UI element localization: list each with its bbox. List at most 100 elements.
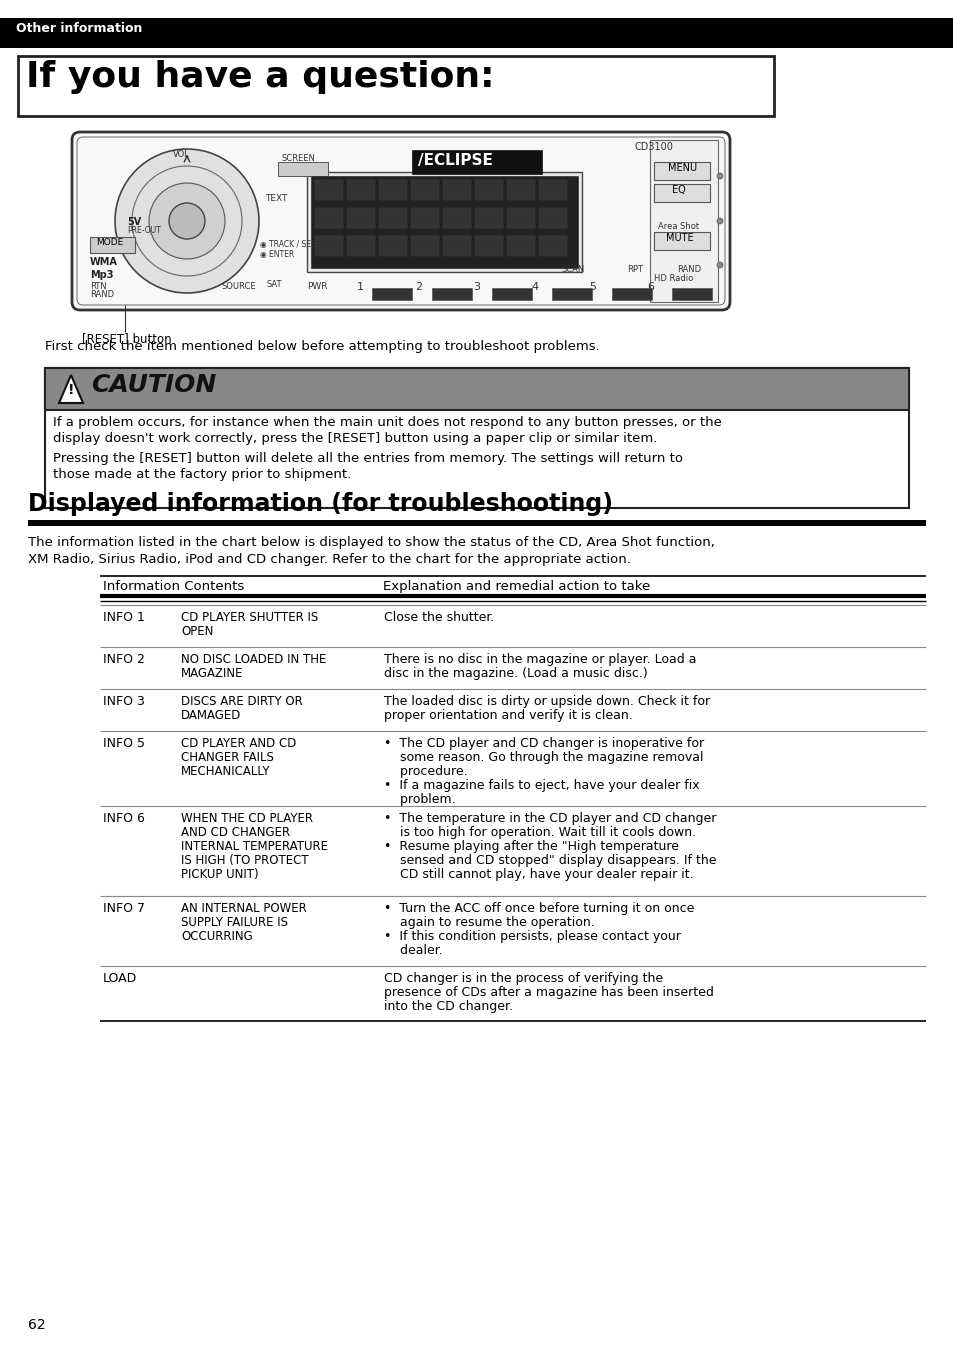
Text: INFO 5: INFO 5 — [103, 737, 145, 750]
Bar — [45, 368, 908, 508]
Bar — [475, 208, 502, 228]
Bar — [347, 237, 375, 256]
Text: INFO 7: INFO 7 — [103, 902, 145, 915]
Text: !: ! — [68, 383, 74, 397]
Bar — [649, 141, 718, 301]
Bar — [378, 180, 407, 200]
Text: If a problem occurs, for instance when the main unit does not respond to any but: If a problem occurs, for instance when t… — [53, 416, 721, 429]
Text: RAND: RAND — [677, 265, 700, 274]
Text: SAT: SAT — [267, 280, 282, 289]
Text: First check the item mentioned below before attempting to troubleshoot problems.: First check the item mentioned below bef… — [45, 339, 599, 353]
Text: sensed and CD stopped" display disappears. If the: sensed and CD stopped" display disappear… — [384, 854, 716, 867]
Text: INTERNAL TEMPERATURE: INTERNAL TEMPERATURE — [181, 840, 328, 853]
Text: OPEN: OPEN — [181, 625, 213, 638]
Text: again to resume the operation.: again to resume the operation. — [384, 917, 594, 929]
Text: SCREEN: SCREEN — [282, 154, 315, 164]
Text: Close the shutter.: Close the shutter. — [384, 611, 494, 625]
Text: CD still cannot play, have your dealer repair it.: CD still cannot play, have your dealer r… — [384, 868, 693, 882]
Text: dealer.: dealer. — [384, 944, 442, 957]
Circle shape — [717, 173, 722, 178]
Text: DISCS ARE DIRTY OR: DISCS ARE DIRTY OR — [181, 695, 302, 708]
Bar — [378, 237, 407, 256]
Bar — [492, 288, 532, 300]
Text: Explanation and remedial action to take: Explanation and remedial action to take — [382, 580, 650, 594]
Text: Other information: Other information — [16, 22, 142, 35]
Bar — [347, 180, 375, 200]
Text: Displayed information (for troubleshooting): Displayed information (for troubleshooti… — [28, 492, 613, 516]
Bar — [506, 237, 535, 256]
Text: SOURCE: SOURCE — [222, 283, 256, 291]
Text: presence of CDs after a magazine has been inserted: presence of CDs after a magazine has bee… — [384, 986, 713, 999]
Text: MENU: MENU — [667, 164, 697, 173]
Bar — [314, 180, 343, 200]
Text: INFO 2: INFO 2 — [103, 653, 145, 667]
Text: DAMAGED: DAMAGED — [181, 708, 241, 722]
Text: proper orientation and verify it is clean.: proper orientation and verify it is clea… — [384, 708, 632, 722]
Bar — [90, 237, 135, 253]
Circle shape — [717, 262, 722, 268]
Text: RPT: RPT — [626, 265, 642, 274]
Text: CD3100: CD3100 — [635, 142, 673, 151]
Text: those made at the factory prior to shipment.: those made at the factory prior to shipm… — [53, 468, 351, 481]
Bar — [506, 180, 535, 200]
Bar — [654, 184, 709, 201]
Bar — [347, 208, 375, 228]
Text: •  If a magazine fails to eject, have your dealer fix: • If a magazine fails to eject, have you… — [384, 779, 699, 792]
Bar — [432, 288, 472, 300]
Text: The loaded disc is dirty or upside down. Check it for: The loaded disc is dirty or upside down.… — [384, 695, 709, 708]
Bar — [538, 208, 566, 228]
Bar — [378, 208, 407, 228]
Polygon shape — [59, 375, 83, 403]
Text: [RESET] button: [RESET] button — [82, 333, 172, 345]
Text: 3: 3 — [473, 283, 479, 292]
Text: 5V: 5V — [127, 218, 141, 227]
Text: OCCURRING: OCCURRING — [181, 930, 253, 942]
Text: •  If this condition persists, please contact your: • If this condition persists, please con… — [384, 930, 680, 942]
Text: Information Contents: Information Contents — [103, 580, 244, 594]
Text: INFO 1: INFO 1 — [103, 611, 145, 625]
Bar — [314, 208, 343, 228]
Text: Mp3: Mp3 — [90, 270, 113, 280]
Text: some reason. Go through the magazine removal: some reason. Go through the magazine rem… — [384, 750, 702, 764]
Text: There is no disc in the magazine or player. Load a: There is no disc in the magazine or play… — [384, 653, 696, 667]
Bar — [654, 233, 709, 250]
Text: Area Shot: Area Shot — [658, 222, 699, 231]
Text: problem.: problem. — [384, 794, 456, 806]
Text: 5: 5 — [588, 283, 596, 292]
Bar — [538, 237, 566, 256]
Text: display doesn't work correctly, press the [RESET] button using a paper clip or s: display doesn't work correctly, press th… — [53, 433, 657, 445]
Text: CHANGER FAILS: CHANGER FAILS — [181, 750, 274, 764]
Text: If you have a question:: If you have a question: — [26, 59, 494, 95]
Text: 6: 6 — [646, 283, 654, 292]
Circle shape — [115, 149, 258, 293]
Text: MUTE: MUTE — [665, 233, 693, 243]
Text: EQ: EQ — [671, 185, 685, 195]
Text: XM Radio, Sirius Radio, iPod and CD changer. Refer to the chart for the appropri: XM Radio, Sirius Radio, iPod and CD chan… — [28, 553, 630, 566]
Bar — [442, 208, 471, 228]
Text: SCAN: SCAN — [561, 265, 584, 274]
Text: is too high for operation. Wait till it cools down.: is too high for operation. Wait till it … — [384, 826, 696, 840]
Text: MAGAZINE: MAGAZINE — [181, 667, 243, 680]
Bar — [506, 208, 535, 228]
Bar — [28, 521, 925, 526]
Text: 4: 4 — [531, 283, 537, 292]
Text: procedure.: procedure. — [384, 765, 467, 777]
Text: 2: 2 — [415, 283, 421, 292]
Text: LOAD: LOAD — [103, 972, 137, 986]
Bar — [372, 288, 412, 300]
Bar — [654, 162, 709, 180]
Text: CD changer is in the process of verifying the: CD changer is in the process of verifyin… — [384, 972, 662, 986]
Bar — [18, 55, 773, 116]
Text: The information listed in the chart below is displayed to show the status of the: The information listed in the chart belo… — [28, 535, 714, 549]
Bar — [442, 180, 471, 200]
Text: ◉ TRACK / SEEK: ◉ TRACK / SEEK — [260, 241, 320, 249]
Text: IS HIGH (TO PROTECT: IS HIGH (TO PROTECT — [181, 854, 309, 867]
Text: 1: 1 — [356, 283, 364, 292]
Bar — [412, 150, 541, 174]
Text: NO DISC LOADED IN THE: NO DISC LOADED IN THE — [181, 653, 326, 667]
Text: WHEN THE CD PLAYER: WHEN THE CD PLAYER — [181, 813, 313, 825]
Bar — [277, 162, 328, 176]
Bar — [411, 180, 438, 200]
Text: into the CD changer.: into the CD changer. — [384, 1000, 513, 1013]
Bar — [538, 180, 566, 200]
